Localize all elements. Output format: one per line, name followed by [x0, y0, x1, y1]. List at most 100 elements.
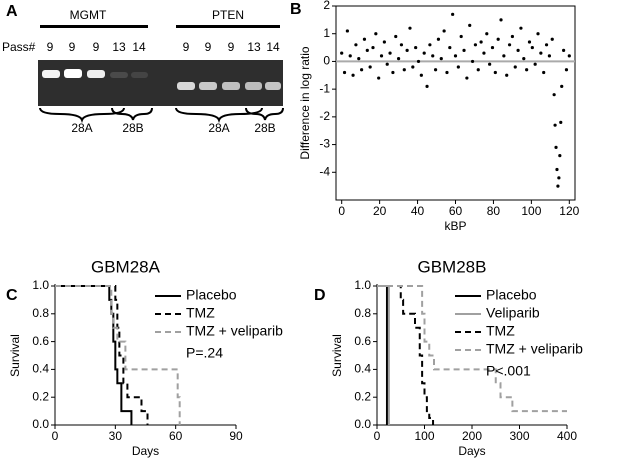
point [357, 57, 361, 61]
lane-label: 9 [183, 40, 190, 54]
point [445, 70, 449, 75]
x-tick-label: 0 [52, 429, 59, 443]
point [453, 54, 458, 58]
gel-marker: PTEN [212, 8, 244, 22]
legend-label: TMZ + veliparib [186, 323, 283, 339]
y-tick-label: 1.0 [32, 278, 49, 292]
x-tick-label: 80 [487, 204, 501, 218]
x-tick-label: 120 [559, 204, 579, 218]
x-tick-label: 60 [169, 429, 183, 443]
point [388, 51, 392, 55]
point [502, 54, 506, 58]
gel-band [222, 82, 240, 90]
point [371, 45, 375, 50]
x-tick-label: 200 [462, 429, 482, 443]
lane-label: 9 [93, 40, 100, 54]
point [476, 68, 480, 72]
point [522, 57, 526, 61]
gel-image [38, 60, 283, 106]
point [340, 51, 344, 55]
annotation: P<.001 [486, 363, 531, 379]
y-tick-label: 0.8 [354, 306, 371, 320]
point [525, 68, 529, 72]
legend-label: Veliparib [486, 305, 540, 321]
y-tick-label: 1.0 [354, 278, 371, 292]
point [342, 70, 347, 75]
legend-label: Placebo [486, 287, 537, 303]
brace [245, 107, 284, 121]
point [527, 40, 532, 44]
point [567, 54, 571, 58]
point [564, 68, 569, 72]
point [468, 23, 472, 27]
point [496, 37, 500, 41]
x-tick-label: 100 [414, 429, 434, 443]
lane-label: 14 [132, 40, 146, 54]
point [555, 167, 559, 172]
point [360, 68, 364, 72]
legend-label: Placebo [186, 287, 237, 303]
point [513, 65, 517, 69]
chart-title: GBM28A [91, 257, 161, 276]
gel-panel: MGMT PTEN Pass# 9 9 9 13 14 9 9 9 13 14 … [2, 8, 284, 135]
x-tick-label: 60 [449, 204, 463, 218]
x-axis-label: Days [132, 444, 159, 458]
y-axis-label: Survival [8, 334, 22, 377]
y-tick-label: -2 [319, 109, 330, 123]
y-axis-label: Difference in log ratio [298, 46, 312, 160]
point [530, 45, 534, 50]
y-tick-label: 2 [323, 0, 330, 12]
point [422, 51, 426, 55]
point [433, 68, 438, 72]
point [374, 32, 378, 36]
survival-curve [55, 285, 149, 425]
point [482, 51, 486, 55]
gel-band [64, 69, 82, 78]
point [499, 18, 503, 22]
point [348, 54, 352, 58]
legend-label: TMZ [186, 305, 215, 321]
legend-label: TMZ [486, 323, 515, 339]
point [451, 12, 455, 16]
y-tick-label: -4 [319, 164, 330, 178]
point [368, 65, 372, 69]
point [414, 45, 418, 50]
point [490, 45, 495, 50]
x-axis-label: kBP [444, 219, 466, 233]
x-tick-label: 100 [521, 204, 541, 218]
point [394, 34, 398, 39]
point [365, 48, 369, 52]
point [516, 48, 520, 52]
point [396, 57, 401, 61]
point [554, 145, 558, 149]
survival-curve [55, 285, 181, 425]
point [544, 43, 549, 47]
gel-band [245, 82, 262, 90]
point [402, 68, 406, 72]
lane-label: 9 [228, 40, 235, 54]
y-tick-label: 0.4 [354, 362, 371, 376]
y-axis-label: Survival [330, 334, 344, 377]
point [558, 154, 562, 158]
point [377, 76, 381, 80]
point [428, 43, 432, 47]
legend-label: TMZ + veliparib [486, 341, 583, 357]
y-tick-label: 0.0 [354, 417, 371, 431]
group-label: 28A [208, 121, 229, 135]
gel-marker: MGMT [70, 8, 107, 22]
survival-curve [377, 285, 435, 425]
point [533, 62, 537, 66]
point [431, 54, 435, 58]
point [519, 26, 523, 30]
point [485, 32, 489, 36]
point [539, 51, 543, 55]
lane-label: 9 [69, 40, 76, 54]
point [562, 48, 566, 52]
point [559, 120, 563, 124]
point [439, 57, 443, 61]
point [505, 73, 509, 77]
point [351, 73, 355, 77]
y-tick-label: -1 [319, 81, 330, 95]
y-tick-label: 0.2 [32, 389, 49, 403]
point [553, 123, 557, 127]
